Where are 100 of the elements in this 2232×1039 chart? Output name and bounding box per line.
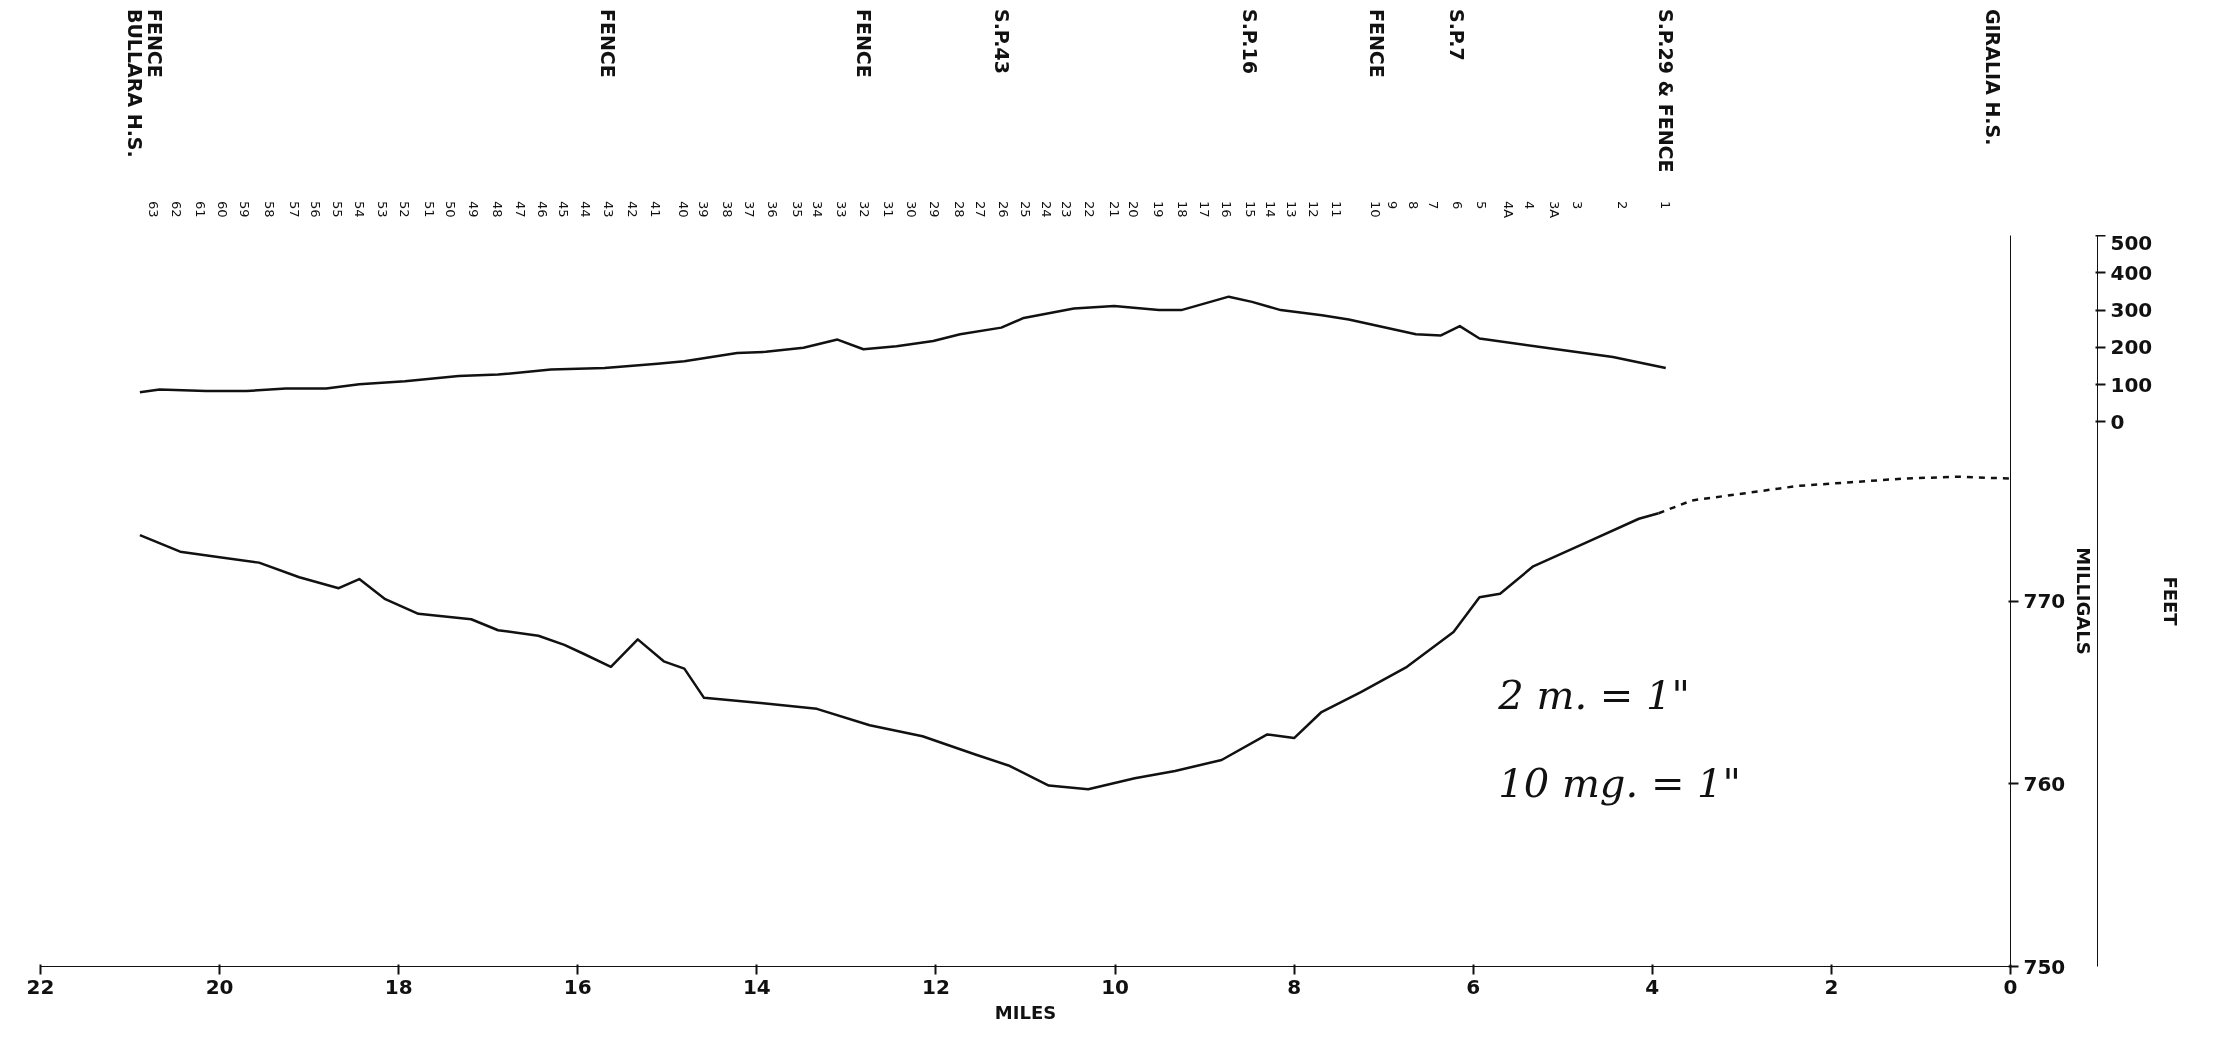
text: BULLARA H.S. bbox=[123, 8, 146, 158]
x-tick-label: 20 bbox=[205, 974, 234, 999]
text: 3 bbox=[1569, 201, 1585, 210]
text: 17 bbox=[1197, 201, 1213, 218]
text: 5 bbox=[1473, 201, 1489, 210]
text: 52 bbox=[396, 201, 412, 218]
y2-tick-label: 500 bbox=[2110, 230, 2153, 255]
text: 7 bbox=[1426, 201, 1442, 210]
annotation: 10 mg. = 1" bbox=[1498, 759, 1741, 806]
x-tick-label: 18 bbox=[384, 974, 413, 999]
text: 55 bbox=[330, 201, 346, 218]
text: FENCE bbox=[597, 8, 620, 78]
y2-tick-label: 400 bbox=[2110, 260, 2153, 285]
text: 60 bbox=[214, 201, 230, 218]
text: 37 bbox=[742, 201, 758, 218]
y-tick-label: 770 bbox=[2023, 589, 2066, 613]
y2-tick-label: 0 bbox=[2110, 409, 2125, 434]
text: 14 bbox=[1263, 201, 1279, 218]
text: 39 bbox=[695, 201, 711, 218]
annotation: 2 m. = 1" bbox=[1497, 671, 1690, 718]
x-tick-label: 4 bbox=[1645, 974, 1660, 999]
text: 41 bbox=[648, 201, 664, 218]
text: 46 bbox=[535, 201, 551, 218]
text: 3A bbox=[1547, 201, 1563, 219]
text: 40 bbox=[675, 201, 691, 218]
y-tick-label: 750 bbox=[2023, 954, 2066, 979]
text: 36 bbox=[764, 201, 780, 218]
text: FENCE bbox=[853, 8, 876, 78]
y-tick-label: 760 bbox=[2023, 771, 2066, 796]
text: 6 bbox=[1449, 201, 1465, 210]
text: 47 bbox=[512, 201, 528, 218]
text: 27 bbox=[973, 201, 989, 218]
text: 51 bbox=[421, 201, 437, 218]
text: 30 bbox=[904, 201, 920, 218]
text: 61 bbox=[193, 201, 209, 218]
text: 21 bbox=[1106, 201, 1122, 218]
text: 35 bbox=[789, 201, 805, 218]
text: 24 bbox=[1039, 201, 1055, 218]
text: 4A bbox=[1500, 201, 1516, 219]
text: 43 bbox=[600, 201, 616, 218]
text: 20 bbox=[1126, 201, 1142, 218]
text: GIRALIA H.S. bbox=[1981, 8, 2004, 146]
text: FENCE bbox=[144, 8, 167, 78]
text: 25 bbox=[1018, 201, 1033, 218]
text: 15 bbox=[1242, 201, 1258, 218]
y2-tick-label: 200 bbox=[2110, 335, 2153, 360]
text: 13 bbox=[1283, 201, 1299, 218]
line-series bbox=[138, 295, 1667, 394]
y-axis-title: MILLIGALS bbox=[2073, 547, 2095, 655]
text: 9 bbox=[1385, 201, 1401, 210]
text: 28 bbox=[951, 201, 967, 218]
text: 45 bbox=[555, 201, 571, 218]
text: 26 bbox=[995, 201, 1011, 218]
text: 57 bbox=[287, 201, 303, 218]
text: 22 bbox=[1081, 201, 1097, 218]
text: 38 bbox=[719, 201, 735, 218]
text: 54 bbox=[351, 201, 367, 218]
text: S.P.16 bbox=[1239, 8, 1262, 74]
text: 8 bbox=[1405, 201, 1421, 210]
text: 62 bbox=[169, 201, 185, 218]
text: 4 bbox=[1522, 201, 1538, 210]
text: 53 bbox=[375, 201, 391, 218]
x-tick-label: 8 bbox=[1287, 974, 1302, 999]
text: 42 bbox=[624, 201, 640, 218]
text: 10 bbox=[1368, 201, 1384, 218]
text: 12 bbox=[1306, 201, 1322, 218]
text: 18 bbox=[1174, 201, 1190, 218]
text: 1 bbox=[1658, 201, 1674, 210]
text: 58 bbox=[262, 201, 278, 218]
x-tick-label: 2 bbox=[1824, 974, 1839, 999]
y2-tick-label: 300 bbox=[2110, 298, 2153, 323]
x-tick-label: 12 bbox=[922, 974, 950, 999]
text: 56 bbox=[307, 201, 323, 218]
text: 29 bbox=[926, 201, 942, 218]
text: 59 bbox=[237, 201, 253, 218]
x-tick-label: 6 bbox=[1466, 974, 1481, 999]
text: 50 bbox=[443, 201, 459, 218]
text: FENCE bbox=[1365, 8, 1388, 78]
text: 11 bbox=[1328, 201, 1344, 218]
text: 33 bbox=[833, 201, 849, 218]
x-tick-label: 10 bbox=[1101, 974, 1129, 999]
text: 34 bbox=[810, 201, 826, 218]
text: S.P.43 bbox=[991, 8, 1014, 74]
x-tick-label: 22 bbox=[26, 974, 55, 999]
y2-axis-title: FEET bbox=[2160, 576, 2182, 627]
text: 19 bbox=[1150, 201, 1166, 218]
text: 23 bbox=[1059, 201, 1075, 218]
x-tick-label: 0 bbox=[2003, 974, 2018, 999]
text: 31 bbox=[881, 201, 896, 218]
x-tick-label: 14 bbox=[742, 974, 771, 999]
x-tick-label: 16 bbox=[563, 974, 592, 999]
text: 16 bbox=[1219, 201, 1235, 218]
text: S.P.29 & FENCE bbox=[1654, 8, 1677, 173]
text: 49 bbox=[466, 201, 482, 218]
text: 2 bbox=[1615, 201, 1631, 210]
y2-tick-label: 100 bbox=[2110, 372, 2153, 397]
text: 44 bbox=[578, 201, 594, 218]
text: 48 bbox=[489, 201, 505, 218]
text: 63 bbox=[145, 201, 161, 218]
text: 32 bbox=[856, 201, 872, 218]
